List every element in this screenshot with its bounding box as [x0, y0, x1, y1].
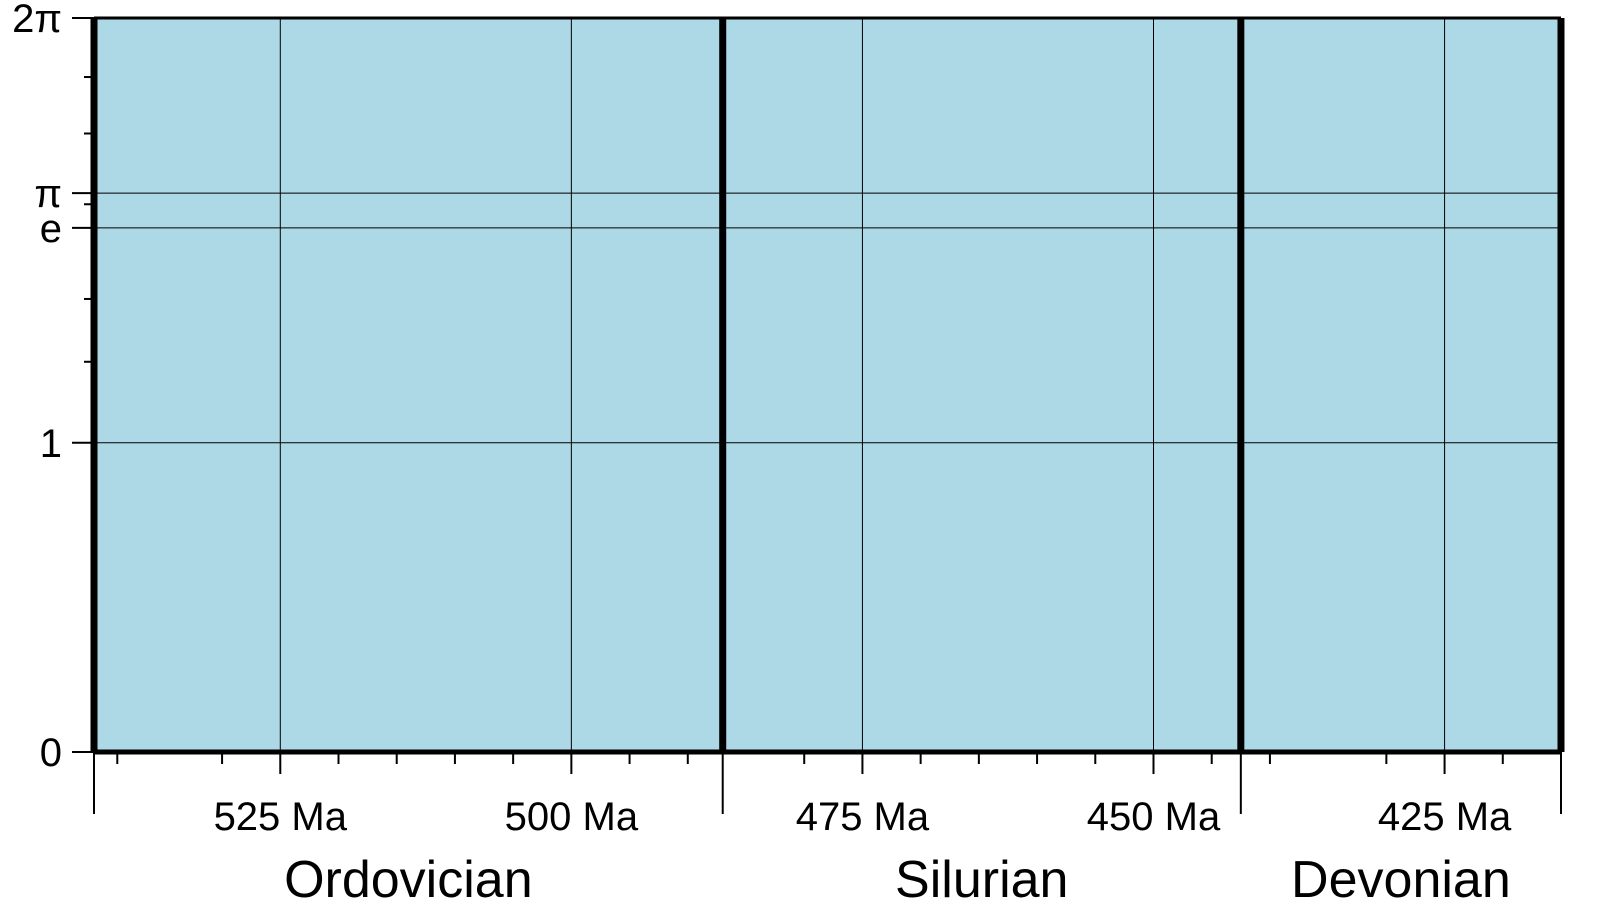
period-label-1: Silurian [895, 851, 1068, 909]
x-tick-label-0: 525 Ma [214, 795, 348, 839]
x-tick-label-3: 450 Ma [1087, 795, 1221, 839]
period-labels: Ordovician Silurian Devonian [93, 752, 1562, 909]
plot-background [94, 18, 1561, 752]
y-tick-label-1: 1 [40, 422, 62, 466]
x-axis: 525 Ma 500 Ma 475 Ma 450 Ma 425 Ma [116, 752, 1512, 839]
y-tick-label-2: e [40, 207, 62, 251]
period-label-2: Devonian [1291, 851, 1511, 909]
y-axis: 0 1 eπ 2π [12, 0, 94, 775]
y-tick-label-4: 2π [12, 0, 62, 41]
grid-lines [94, 18, 1561, 752]
y-tick-label-0: 0 [40, 731, 62, 775]
x-tick-label-2: 475 Ma [796, 795, 930, 839]
plot-area [94, 18, 1561, 752]
x-tick-label-4: 425 Ma [1378, 795, 1512, 839]
y-tick-label-3: π [34, 172, 62, 216]
x-tick-label-1: 500 Ma [505, 795, 639, 839]
period-label-0: Ordovician [284, 851, 533, 909]
